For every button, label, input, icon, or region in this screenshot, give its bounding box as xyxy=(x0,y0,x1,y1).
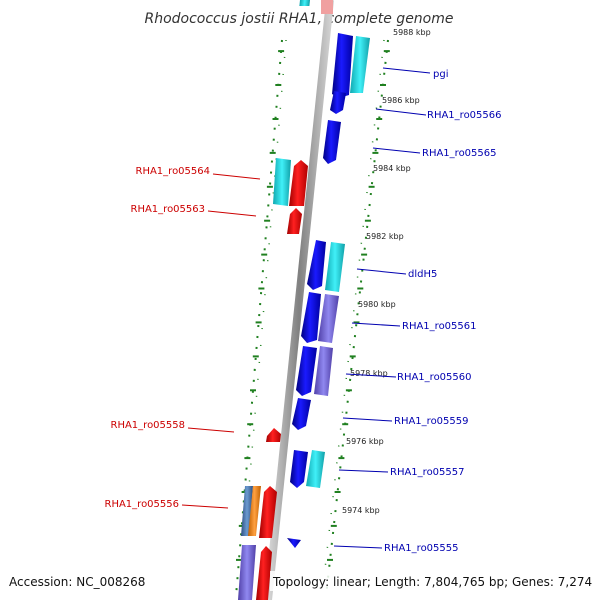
gene-ro05557-blue xyxy=(290,450,308,488)
gene-ro05564-red xyxy=(289,160,308,206)
left-gene-label-texts: RHA1_ro05564 RHA1_ro05563 RHA1_ro05558 R… xyxy=(105,166,211,510)
gene-label-right: RHA1_ro05566 xyxy=(427,110,502,121)
leader-line xyxy=(338,469,389,473)
gene-dldh5-cyan xyxy=(325,242,345,292)
gene-ro05565 xyxy=(323,120,341,164)
gene-pgi-blue xyxy=(332,33,353,98)
kbp-label: 5974 kbp xyxy=(342,506,380,515)
gene-label-right: dldH5 xyxy=(408,269,437,280)
leader-line xyxy=(351,322,401,327)
topology-backdrop xyxy=(270,571,594,591)
kbp-label: 5978 kbp xyxy=(350,369,388,378)
kbp-label: 5986 kbp xyxy=(382,96,420,105)
leader-line xyxy=(372,147,421,154)
kbp-label: 5988 kbp xyxy=(393,28,431,37)
gene-ro05561-blue xyxy=(301,292,321,343)
gene-top-cyan xyxy=(299,0,310,6)
kbp-label: 5976 kbp xyxy=(346,437,384,446)
genome-axis xyxy=(264,0,334,600)
gene-label-right: RHA1_ro05559 xyxy=(394,416,469,427)
gene-label-right: RHA1_ro05560 xyxy=(397,372,472,383)
kbp-label: 5984 kbp xyxy=(373,164,411,173)
gene-label-right: RHA1_ro05557 xyxy=(390,467,465,478)
gene-top-pink xyxy=(321,0,333,14)
leader-line xyxy=(356,268,407,275)
gene-ro05564-cyan xyxy=(273,158,291,206)
gene-ro05563 xyxy=(287,208,302,234)
right-gene-labels xyxy=(333,67,431,549)
kbp-label: 5982 kbp xyxy=(366,232,404,241)
gene-label-left: RHA1_ro05564 xyxy=(136,166,211,177)
leader-line xyxy=(187,427,235,433)
gene-ro05558 xyxy=(266,428,281,442)
gene-bottom-purple xyxy=(238,545,256,600)
leader-line xyxy=(375,108,427,116)
gene-pgi-cyan xyxy=(350,36,370,93)
topology-text: Topology: linear; Length: 7,804,765 bp; … xyxy=(272,575,592,589)
gene-label-right: RHA1_ro05561 xyxy=(402,321,477,332)
gene-label-left: RHA1_ro05556 xyxy=(105,499,180,510)
gene-ro05560-blue xyxy=(296,346,317,396)
leader-line xyxy=(342,417,393,422)
gene-ro05556-red xyxy=(259,486,277,538)
gene-ro05555 xyxy=(287,538,301,548)
left-gene-labels xyxy=(181,173,261,509)
leader-line xyxy=(181,504,229,509)
gene-label-right: pgi xyxy=(433,69,448,80)
leader-line xyxy=(212,173,261,180)
leader-line xyxy=(382,67,431,74)
genes xyxy=(238,0,370,600)
gene-label-left: RHA1_ro05563 xyxy=(131,204,206,215)
kbp-labels: 5988 kbp 5986 kbp 5984 kbp 5982 kbp 5980… xyxy=(342,28,431,515)
right-gene-label-texts: pgi RHA1_ro05566 RHA1_ro05565 dldH5 RHA1… xyxy=(384,69,502,554)
gene-ro05557-cyan xyxy=(306,450,325,488)
gene-bottom-red xyxy=(256,546,272,600)
gene-label-right: RHA1_ro05565 xyxy=(422,148,497,159)
gene-label-right: RHA1_ro05555 xyxy=(384,543,459,554)
gene-label-left: RHA1_ro05558 xyxy=(111,420,186,431)
gene-dldh5-blue xyxy=(307,240,326,290)
leader-line xyxy=(333,545,383,549)
gene-ro05560-purple xyxy=(314,346,333,396)
map-title: Rhodococcus jostii RHA1, complete genome xyxy=(144,11,453,27)
leader-line xyxy=(207,210,257,217)
kbp-label: 5980 kbp xyxy=(358,300,396,309)
accession-text: Accession: NC_008268 xyxy=(9,575,145,589)
gene-ro05559 xyxy=(292,398,311,430)
gene-ro05566 xyxy=(330,91,346,114)
leader-line xyxy=(345,373,397,378)
gene-ro05561-purple xyxy=(318,294,339,343)
gene-ro05556-orange xyxy=(248,486,261,536)
